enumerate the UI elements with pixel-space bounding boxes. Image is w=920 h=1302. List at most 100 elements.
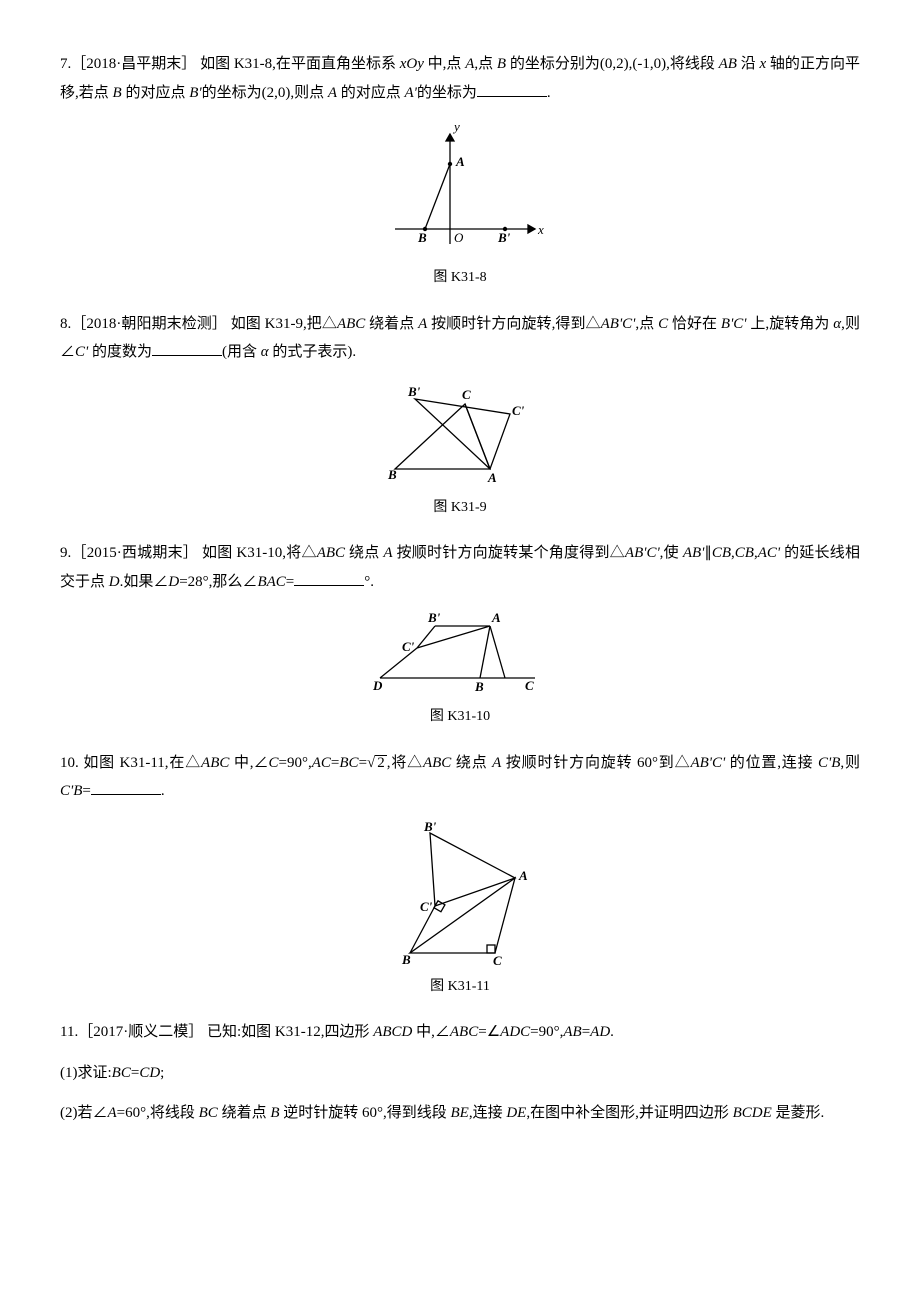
t: 中,点 xyxy=(424,56,465,72)
lbl: C xyxy=(493,953,502,968)
t: 沿 xyxy=(737,56,760,72)
var: ABC xyxy=(337,316,365,332)
var: C'B xyxy=(818,755,840,771)
var: ABC xyxy=(201,755,229,771)
t: = xyxy=(286,574,294,590)
t: =∠ xyxy=(478,1024,500,1040)
diagram-rotate-60: B' A C' B C xyxy=(380,818,540,968)
t: 中,∠ xyxy=(229,755,268,771)
t: . xyxy=(547,85,551,101)
var: xOy xyxy=(400,56,424,72)
t: 的坐标为(2,0),则点 xyxy=(202,85,328,101)
t: 的度数为 xyxy=(88,344,152,360)
var: ABCD xyxy=(373,1024,412,1040)
t: 已知:如图 K31-12,四边形 xyxy=(207,1024,373,1040)
sqrt-val: 2 xyxy=(375,755,387,771)
diagram-rotate-1: B' C C' B A xyxy=(370,379,550,489)
t: 上,旋转角为 xyxy=(747,316,834,332)
var: ADC xyxy=(500,1024,530,1040)
t: 如图 K31-10,将△ xyxy=(202,545,317,561)
problem-7: 7.［2018·昌平期末］ 如图 K31-8,在平面直角坐标系 xOy 中,点 … xyxy=(60,50,860,107)
t: ,点 xyxy=(635,316,658,332)
lbl: B xyxy=(401,952,411,967)
t: 绕着点 xyxy=(365,316,418,332)
t: 如图 K31-9,把△ xyxy=(231,316,337,332)
var: ABC xyxy=(423,755,451,771)
caption: 图 K31-8 xyxy=(60,265,860,292)
problem-8: 8.［2018·朝阳期末检测］ 如图 K31-9,把△ABC 绕着点 A 按顺时… xyxy=(60,310,860,367)
t: 中,∠ xyxy=(412,1024,450,1040)
t: 绕点 xyxy=(451,755,492,771)
problem-9: 9.［2015·西城期末］ 如图 K31-10,将△ABC 绕点 A 按顺时针方… xyxy=(60,539,860,596)
diagram-rotate-2: B' A C' D B C xyxy=(365,608,555,698)
var: BC xyxy=(199,1105,218,1121)
var: ABC xyxy=(450,1024,478,1040)
t: = xyxy=(359,755,367,771)
var: D xyxy=(109,574,120,590)
var: A xyxy=(383,545,392,561)
figure-k31-10: B' A C' D B C 图 K31-10 xyxy=(60,608,860,731)
num: 9. xyxy=(60,545,71,561)
var: AC' xyxy=(758,545,780,561)
t: 绕点 xyxy=(345,545,383,561)
caption: 图 K31-11 xyxy=(60,974,860,1001)
t: (用含 xyxy=(222,344,261,360)
blank xyxy=(477,81,547,97)
figure-k31-11: B' A C' B C 图 K31-11 xyxy=(60,818,860,1001)
var: α xyxy=(261,344,269,360)
source: ［2015·西城期末］ xyxy=(71,545,198,561)
lbl: A xyxy=(487,470,497,485)
t: 如图 K31-8,在平面直角坐标系 xyxy=(200,56,400,72)
t: ,使 xyxy=(660,545,683,561)
var: A xyxy=(328,85,337,101)
t: 逆时针旋转 60°,得到线段 xyxy=(280,1105,451,1121)
var: B xyxy=(497,56,506,72)
t: ,点 xyxy=(474,56,497,72)
t: °. xyxy=(364,574,374,590)
lbl: C' xyxy=(402,639,415,654)
t: 的对应点 xyxy=(122,85,190,101)
lbl: A xyxy=(455,154,465,169)
num: 8. xyxy=(60,316,71,332)
var: CB xyxy=(735,545,754,561)
lbl: A xyxy=(491,610,501,625)
lbl: C' xyxy=(512,403,525,418)
t: 的坐标为 xyxy=(417,85,477,101)
lbl: y xyxy=(452,119,460,134)
lbl: B' xyxy=(407,384,421,399)
t: 绕着点 xyxy=(218,1105,271,1121)
var: BCDE xyxy=(733,1105,772,1121)
num: 11. xyxy=(60,1024,78,1040)
t: 的对应点 xyxy=(337,85,405,101)
t: ∥ xyxy=(704,545,712,561)
var: A xyxy=(418,316,427,332)
problem-10: 10. 如图 K31-11,在△ABC 中,∠C=90°,AC=BC=2,将△A… xyxy=(60,749,860,806)
var: AB'C' xyxy=(690,755,725,771)
num: 10. xyxy=(60,755,79,771)
t: ,在图中补全图形,并证明四边形 xyxy=(526,1105,732,1121)
lbl: B' xyxy=(423,819,437,834)
lbl: B' xyxy=(427,610,441,625)
caption: 图 K31-10 xyxy=(60,704,860,731)
var: DE xyxy=(506,1105,526,1121)
figure-k31-8: y x A B O B' 图 K31-8 xyxy=(60,119,860,292)
var: C' xyxy=(75,344,88,360)
sqrt: 2 xyxy=(367,749,387,778)
lbl: x xyxy=(537,222,544,237)
blank xyxy=(294,570,364,586)
t: . xyxy=(161,783,165,799)
var: α xyxy=(833,316,841,332)
var: BC xyxy=(339,755,358,771)
t: = xyxy=(82,783,90,799)
t: 按顺时针方向旋转,得到△ xyxy=(427,316,600,332)
t: (1)求证: xyxy=(60,1065,112,1081)
figure-k31-9: B' C C' B A 图 K31-9 xyxy=(60,379,860,522)
var: C xyxy=(269,755,279,771)
lbl: B xyxy=(474,679,484,694)
t: . xyxy=(610,1024,614,1040)
lbl: O xyxy=(454,230,464,245)
t: 的位置,连接 xyxy=(725,755,818,771)
lbl: B xyxy=(387,467,397,482)
t: ,连接 xyxy=(469,1105,507,1121)
t: (2)若∠ xyxy=(60,1105,108,1121)
